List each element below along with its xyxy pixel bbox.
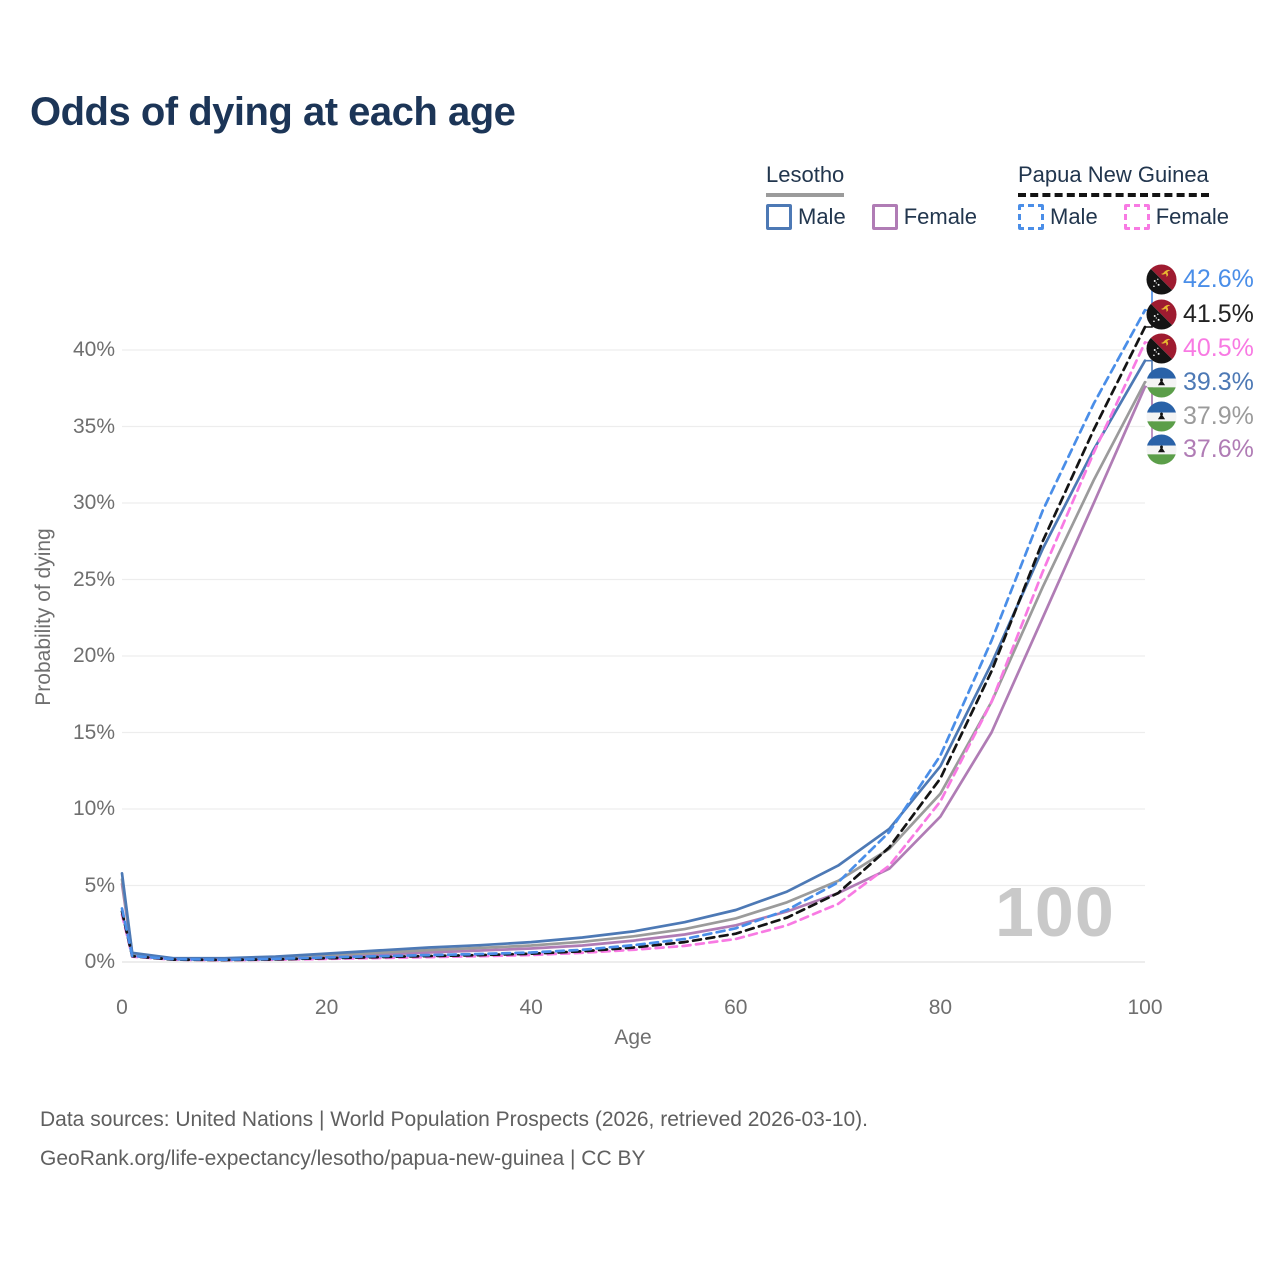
x-tick-label-80: 80: [928, 996, 953, 1019]
page-title: Odds of dying at each age: [30, 90, 516, 134]
legend-items-papua-new-guinea: Male Female: [1018, 204, 1229, 230]
x-tick-label-20: 20: [314, 996, 339, 1019]
end-label-value: 37.6%: [1183, 434, 1254, 463]
y-tick-label-25%: 25%: [72, 567, 115, 591]
papua-new-guinea-flag-icon: [1146, 298, 1177, 330]
x-tick-label-100: 100: [1127, 996, 1163, 1019]
legend-item-label: Male: [798, 204, 846, 229]
y-tick-label-40%: 40%: [72, 338, 115, 361]
y-tick-label-5%: 5%: [84, 873, 115, 897]
legend-title-lesotho: Lesotho: [766, 162, 845, 197]
end-label-papua-new-guinea-male: 42.6%: [1146, 262, 1254, 296]
png-female-swatch-icon: [1123, 204, 1150, 230]
legend-item-lesotho-male[interactable]: Male: [766, 204, 846, 230]
series-line-papua-new-guinea-female[interactable]: [120, 341, 1147, 962]
series-line-papua-new-guinea-male[interactable]: [120, 308, 1147, 962]
end-label-value: 40.5%: [1183, 333, 1254, 362]
legend-item-png-male[interactable]: Male: [1018, 204, 1098, 230]
series-line-lesotho-male[interactable]: [120, 359, 1147, 960]
data-sources-text: Data sources: United Nations | World Pop…: [40, 1108, 869, 1131]
legend-group-lesotho: Lesotho Male Female: [766, 162, 977, 230]
end-label-value: 37.9%: [1183, 401, 1254, 430]
legend-item-label: Female: [903, 204, 978, 229]
end-label-papua-new-guinea-female: 40.5%: [1146, 331, 1254, 365]
lesotho-female-swatch-icon: [871, 204, 898, 230]
attribution-link-text[interactable]: GeoRank.org/life-expectancy/lesotho/papu…: [40, 1147, 646, 1170]
x-tick-label-0: 0: [116, 996, 128, 1019]
papua-new-guinea-flag-icon: [1146, 263, 1177, 295]
lesotho-flag-icon: [1146, 400, 1177, 432]
legend-item-png-female[interactable]: Female: [1123, 204, 1230, 230]
end-label-value: 39.3%: [1183, 367, 1254, 396]
end-label-value: 41.5%: [1183, 299, 1254, 328]
y-tick-label-30%: 30%: [72, 491, 115, 514]
y-tick-label-20%: 20%: [72, 644, 115, 667]
legend-item-label: Female: [1155, 204, 1230, 229]
end-label-lesotho-both-sexes: 37.9%: [1146, 399, 1254, 433]
legend-item-lesotho-female[interactable]: Female: [871, 204, 978, 230]
legend-group-papua-new-guinea: Papua New Guinea Male Female: [1018, 162, 1229, 230]
y-tick-label-10%: 10%: [72, 797, 115, 820]
end-label-lesotho-male: 39.3%: [1146, 365, 1254, 399]
y-tick-label-35%: 35%: [72, 414, 115, 438]
legend-item-label: Male: [1050, 204, 1098, 229]
x-axis-title: Age: [614, 1026, 652, 1049]
legend-title-papua-new-guinea: Papua New Guinea: [1018, 162, 1209, 197]
y-tick-label-15%: 15%: [72, 720, 115, 744]
end-label-value: 42.6%: [1183, 264, 1254, 293]
lesotho-flag-icon: [1146, 433, 1177, 465]
end-label-papua-new-guinea-both-sexes: 41.5%: [1146, 297, 1254, 331]
lesotho-male-swatch-icon: [766, 204, 792, 230]
papua-new-guinea-flag-icon: [1146, 332, 1177, 364]
legend-items-lesotho: Male Female: [766, 204, 977, 230]
y-axis-title: Probability of dying: [32, 528, 55, 706]
x-tick-label-60: 60: [724, 996, 748, 1019]
x-tick-label-40: 40: [519, 996, 543, 1019]
lesotho-flag-icon: [1146, 366, 1177, 398]
y-tick-label-0%: 0%: [84, 950, 115, 973]
hovered-age-watermark: 100: [995, 873, 1115, 951]
png-male-swatch-icon: [1018, 204, 1044, 230]
end-label-lesotho-female: 37.6%: [1146, 432, 1254, 466]
